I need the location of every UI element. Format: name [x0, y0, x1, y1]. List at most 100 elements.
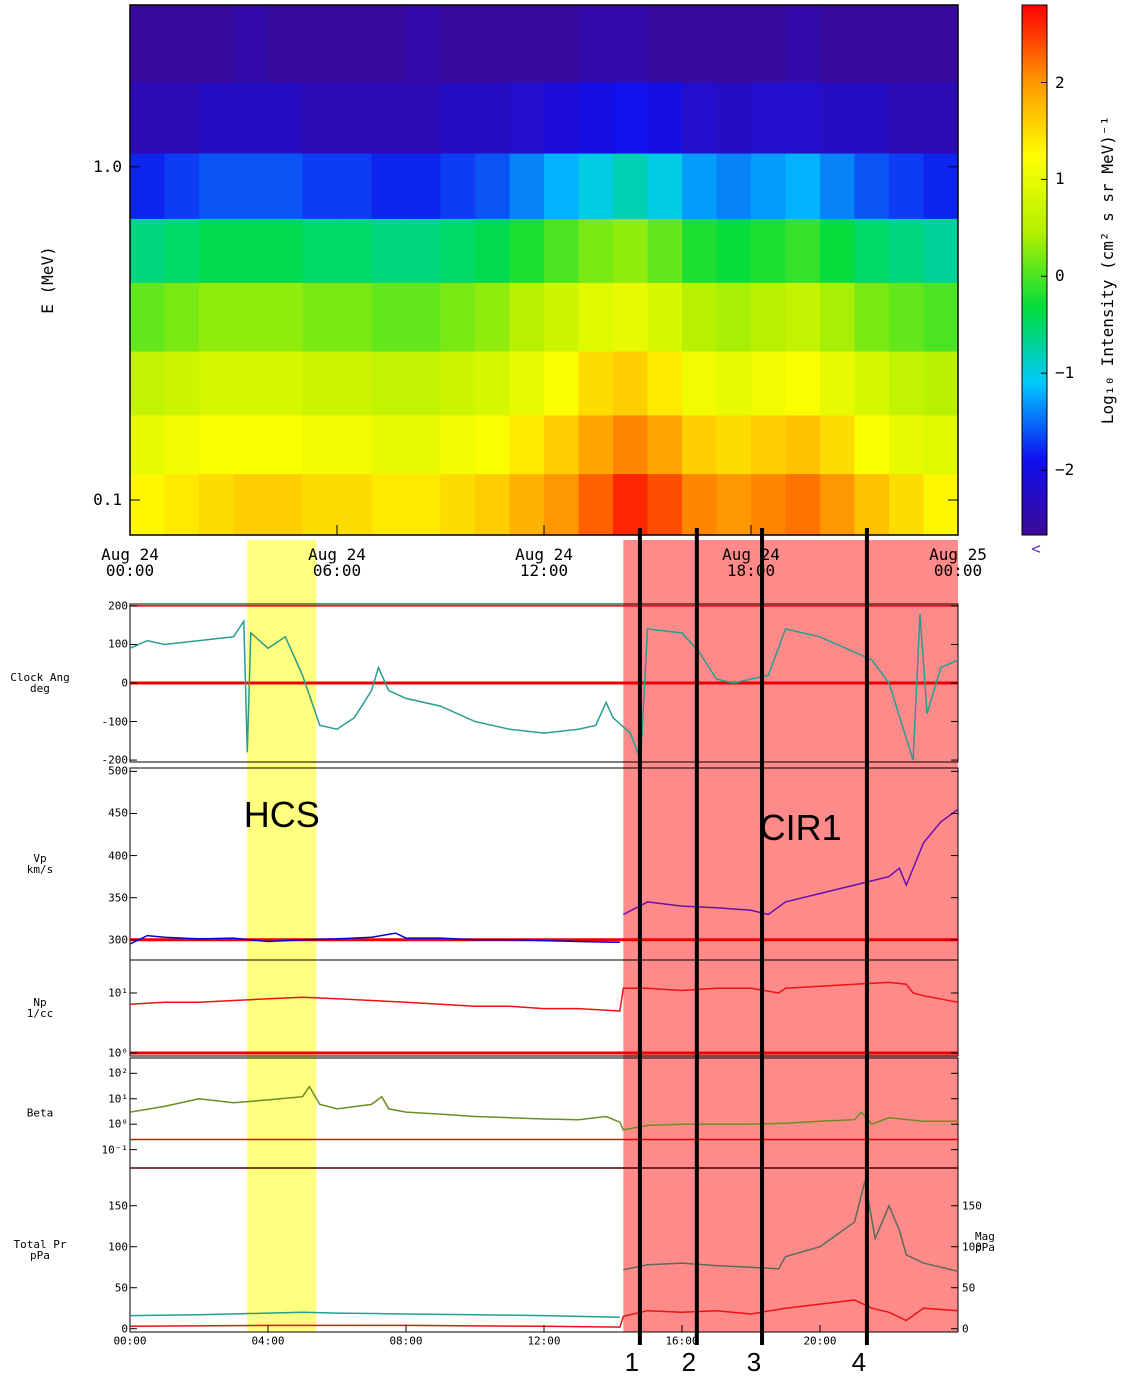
y-axis-label: Clock Ang deg	[10, 671, 70, 695]
heatmap-cell	[268, 351, 303, 416]
colorbar	[1021, 4, 1048, 536]
heatmap-cell	[337, 282, 372, 352]
heatmap-cell	[820, 351, 855, 416]
heatmap-cell	[613, 351, 648, 416]
heatmap-cell	[268, 282, 303, 352]
heatmap-cell	[716, 473, 752, 536]
heatmap-cell	[199, 81, 234, 154]
y-tick-label: 0	[121, 676, 128, 690]
heatmap-cell	[337, 153, 372, 219]
y-axis-label: Beta	[26, 1106, 54, 1120]
heatmap-cell	[544, 5, 579, 83]
heatmap-cell	[509, 282, 545, 352]
heatmap-cell	[785, 81, 821, 154]
y-tick-label: -100	[101, 715, 129, 729]
colorbar-tick-label: −1	[1055, 363, 1075, 383]
y-axis-label: Vp km/s	[26, 852, 54, 876]
heatmap-cell	[406, 218, 441, 283]
heatmap-cell	[682, 473, 717, 536]
x-tick-label: 08:00	[389, 1334, 423, 1348]
heatmap-cell	[578, 153, 614, 219]
y-tick-label: 1.0	[93, 156, 122, 176]
heatmap-cell	[578, 218, 614, 283]
heatmap-cell	[578, 81, 614, 154]
heatmap-cell	[130, 81, 165, 154]
heatmap-cell	[130, 282, 165, 352]
heatmap-cell	[268, 218, 303, 283]
y-tick-label: 10¹	[108, 986, 128, 1000]
heatmap-cell	[199, 282, 234, 352]
heatmap-cell	[302, 218, 338, 283]
x-tick-label: 12:00	[527, 1334, 561, 1348]
heatmap-cell	[475, 282, 510, 352]
heatmap-cell	[923, 282, 959, 352]
heatmap-cell	[164, 218, 200, 283]
heatmap-cell	[233, 5, 269, 83]
y-tick-label: 300	[108, 933, 128, 947]
y-tick-label: 400	[108, 849, 128, 863]
heatmap-cell	[199, 153, 234, 219]
y2-tick-label: 150	[962, 1199, 982, 1213]
heatmap-cell	[820, 414, 855, 475]
heatmap-cell	[268, 473, 303, 536]
heatmap-cell	[199, 5, 234, 83]
heatmap-cell	[164, 5, 200, 83]
heatmap-cell	[371, 81, 407, 154]
heatmap-cell	[820, 81, 855, 154]
heatmap-cell	[199, 351, 234, 416]
heatmap-cell	[785, 282, 821, 352]
colorbar-tick-label: 1	[1055, 169, 1065, 189]
plot-frame	[129, 959, 959, 1057]
heatmap-cell	[751, 5, 786, 83]
heatmap-cell	[130, 414, 165, 475]
heatmap-cell	[475, 351, 510, 416]
heatmap-cell	[854, 81, 890, 154]
heatmap-cell	[854, 218, 890, 283]
event-label: 4	[851, 1347, 867, 1377]
heatmap-cell	[406, 414, 441, 475]
heatmap-cell	[751, 351, 786, 416]
heatmap-cell	[371, 351, 407, 416]
heatmap-cell	[371, 414, 407, 475]
heatmap-cell	[923, 351, 959, 416]
heatmap-cell	[509, 351, 545, 416]
heatmap-cell	[785, 351, 821, 416]
heatmap-cell	[268, 153, 303, 219]
heatmap-cell	[923, 473, 959, 536]
y-tick-label: 10⁻¹	[101, 1143, 129, 1157]
heatmap-cell	[613, 218, 648, 283]
heatmap-cell	[302, 473, 338, 536]
y-axis-label: Total Pr pPa	[13, 1238, 67, 1262]
heatmap-cell	[130, 351, 165, 416]
heatmap-cell	[647, 218, 683, 283]
y-axis-label: E (MeV)	[38, 246, 57, 314]
data-line	[129, 613, 959, 761]
heatmap-cell	[682, 351, 717, 416]
heatmap-cell	[613, 473, 648, 536]
region-label: CIR1	[759, 807, 842, 848]
heatmap-cell	[130, 5, 165, 83]
heatmap-cell	[544, 282, 579, 352]
heatmap-cell	[785, 153, 821, 219]
heatmap-cell	[647, 414, 683, 475]
heatmap-cell	[923, 5, 959, 83]
y2-tick-label: 50	[962, 1281, 976, 1295]
heatmap-cell	[647, 351, 683, 416]
x-tick-label: 20:00	[803, 1334, 837, 1348]
y2-axis-label: Mag pPa	[975, 1230, 995, 1254]
heatmap-cell	[475, 153, 510, 219]
y-tick-label: 0.1	[93, 489, 122, 509]
heatmap-cell	[854, 5, 890, 83]
x-tick-label: Aug 24 12:00	[515, 545, 573, 580]
heatmap-cell	[233, 473, 269, 536]
heatmap-cell	[199, 218, 234, 283]
colorbar-tick-label: −2	[1055, 460, 1075, 480]
y2-tick-label: 100	[962, 1240, 982, 1254]
heatmap-cell	[613, 153, 648, 219]
heatmap-cell	[268, 5, 303, 83]
heatmap-cell	[475, 473, 510, 536]
data-line	[622, 808, 959, 916]
heatmap-cell	[371, 282, 407, 352]
colorbar-tick-label: 2	[1055, 72, 1065, 92]
heatmap-cell	[406, 473, 441, 536]
